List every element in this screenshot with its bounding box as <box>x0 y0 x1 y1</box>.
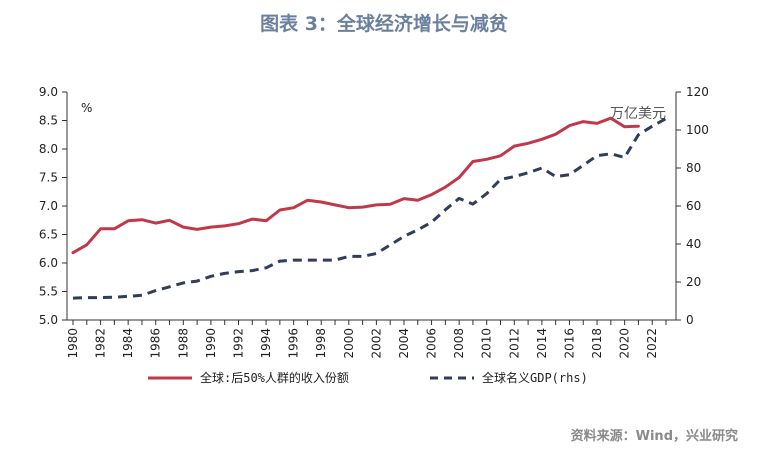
legend-label-income-share: 全球:后50%人群的收入份额 <box>200 370 349 385</box>
x-tick-label: 1996 <box>287 328 301 359</box>
series-line-gdp <box>72 117 667 300</box>
x-tick-label: 2000 <box>342 328 356 359</box>
x-tick-label: 2002 <box>369 328 383 359</box>
left-ticks: 5.0 5.5 6.0 6.5 7.0 7.5 8.0 8.5 9.0 <box>39 85 67 327</box>
x-tick-label: 2018 <box>590 328 604 359</box>
series-line-income-share <box>71 116 640 255</box>
x-tick-label: 1994 <box>259 328 273 359</box>
x-tick-label: 1998 <box>314 328 328 359</box>
right-tick-label: 60 <box>686 199 701 213</box>
right-tick-label: 20 <box>686 275 701 289</box>
x-tick-label: 1980 <box>66 328 80 359</box>
left-tick-label: 6.5 <box>39 228 58 242</box>
left-tick-label: 8.5 <box>39 114 58 128</box>
right-ticks: 0 20 40 60 80 100 120 <box>676 85 709 327</box>
x-tick-label: 2008 <box>452 328 466 359</box>
x-tick-label: 2004 <box>397 328 411 359</box>
right-tick-label: 0 <box>686 313 694 327</box>
series-lines <box>71 116 667 300</box>
left-tick-label: 8.0 <box>39 142 58 156</box>
left-tick-label: 9.0 <box>39 85 58 99</box>
x-ticks: 1980 1982 1984 1986 1988 1990 1992 1994 1996 1998… <box>66 320 667 359</box>
right-tick-label: 80 <box>686 161 701 175</box>
x-tick-label: 1982 <box>94 328 108 359</box>
x-tick-label: 1986 <box>149 328 163 359</box>
x-tick-label: 2022 <box>645 328 659 359</box>
right-axis-unit: 万亿美元 <box>610 106 666 122</box>
left-tick-label: 5.0 <box>39 313 58 327</box>
x-tick-label: 1984 <box>121 328 135 359</box>
left-tick-label: 5.5 <box>39 285 58 299</box>
left-axis-unit: % <box>81 101 92 115</box>
x-tick-label: 2014 <box>535 328 549 359</box>
x-tick-label: 2006 <box>425 328 439 359</box>
right-tick-label: 40 <box>686 237 701 251</box>
x-tick-label: 1992 <box>231 328 245 359</box>
left-tick-label: 7.5 <box>39 171 58 185</box>
x-tick-label: 2010 <box>480 328 494 359</box>
legend: 全球:后50%人群的收入份额 全球名义GDP(rhs) <box>148 370 588 385</box>
x-tick-label: 1988 <box>176 328 190 359</box>
chart-title: 图表 3：全球经济增长与减贫 <box>260 12 509 35</box>
x-tick-label: 2020 <box>618 328 632 359</box>
left-tick-label: 6.0 <box>39 256 58 270</box>
legend-label-gdp: 全球名义GDP(rhs) <box>482 370 588 385</box>
x-tick-label: 2016 <box>562 328 576 359</box>
right-tick-label: 120 <box>686 85 709 99</box>
source-note: 资料来源：Wind，兴业研究 <box>571 428 738 444</box>
x-tick-label: 2012 <box>507 328 521 359</box>
right-tick-label: 100 <box>686 123 709 137</box>
x-tick-label: 1990 <box>204 328 218 359</box>
left-tick-label: 7.0 <box>39 199 58 213</box>
